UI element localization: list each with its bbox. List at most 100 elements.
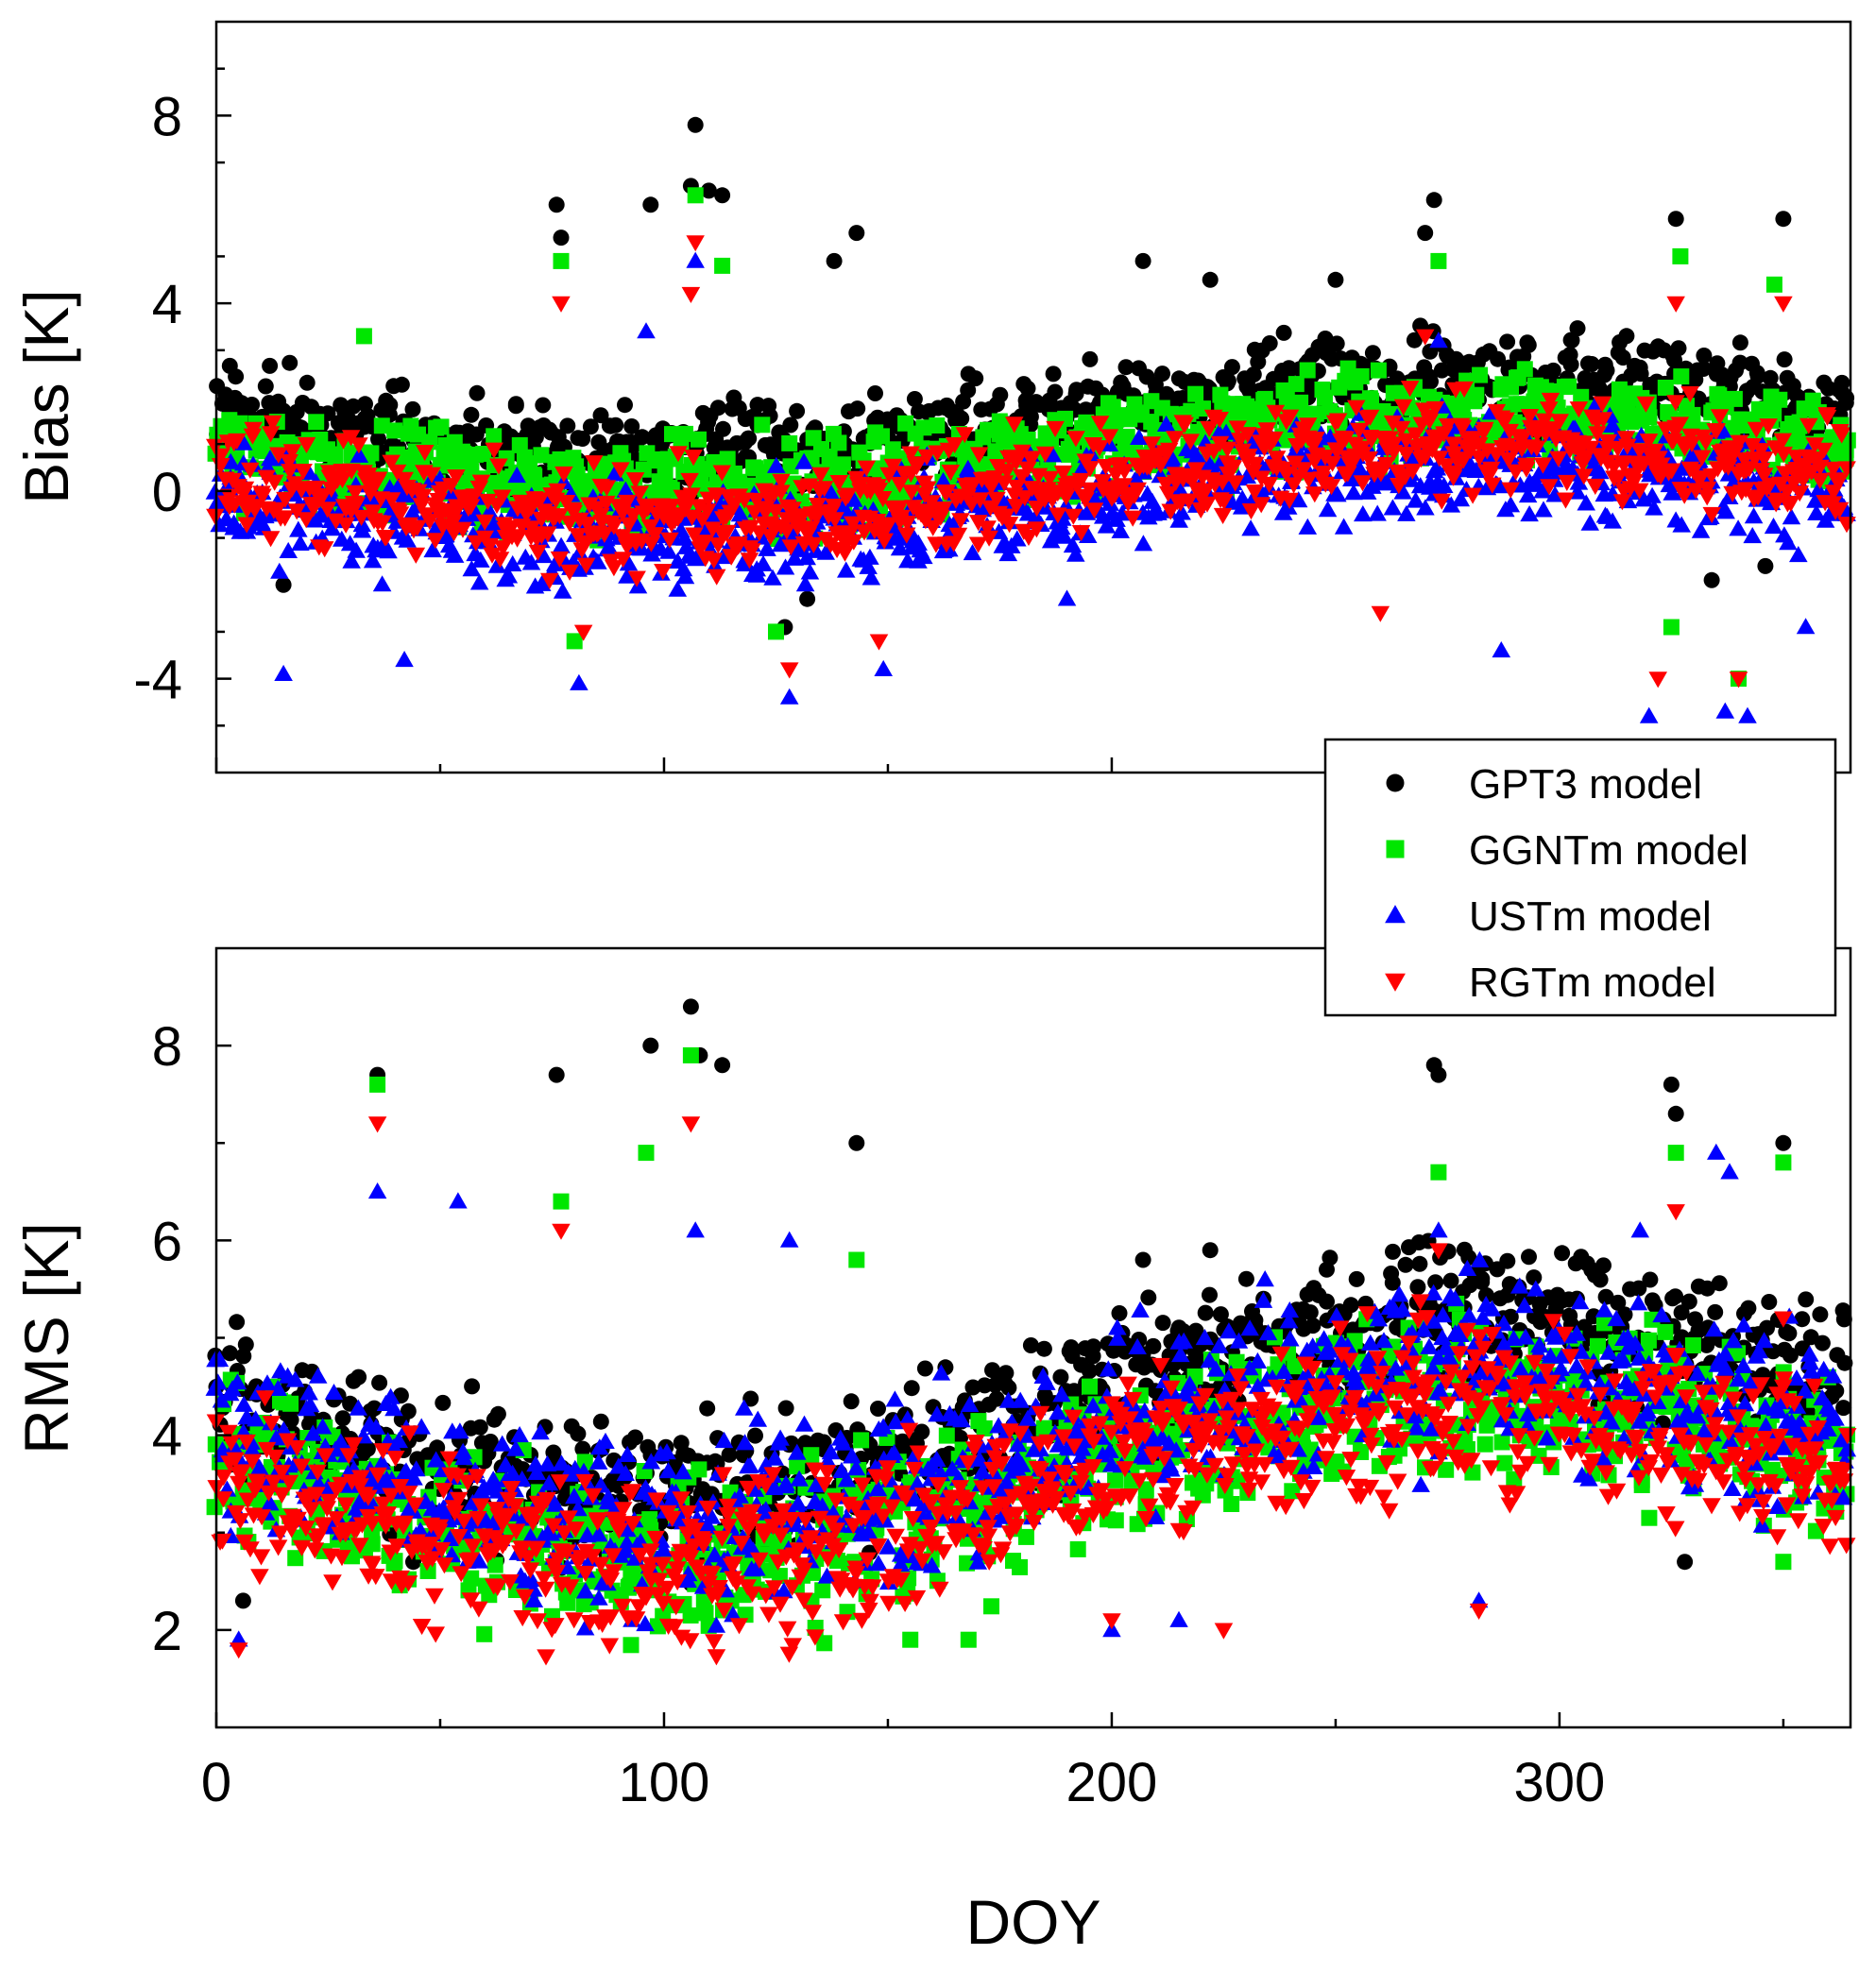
point-ggntm	[1765, 276, 1782, 293]
point-ggntm	[691, 1461, 708, 1478]
point-gpt3	[1562, 356, 1579, 373]
point-gpt3	[281, 354, 298, 371]
point-ggntm	[1187, 385, 1204, 402]
point-gpt3	[1614, 349, 1631, 366]
point-gpt3	[843, 1393, 860, 1410]
point-gpt3	[1812, 1306, 1829, 1323]
point-gpt3	[1145, 1337, 1162, 1354]
point-gpt3	[848, 1134, 865, 1151]
point-gpt3	[507, 398, 524, 415]
point-gpt3	[1757, 557, 1774, 574]
point-gpt3	[1022, 408, 1039, 425]
point-gpt3	[998, 1365, 1015, 1382]
point-gpt3	[1327, 271, 1344, 288]
point-ggntm	[714, 257, 731, 274]
point-ggntm	[1672, 247, 1689, 264]
point-ggntm	[1657, 380, 1674, 396]
point-gpt3	[1814, 1334, 1831, 1352]
point-gpt3	[1154, 1315, 1171, 1332]
point-gpt3	[298, 374, 316, 391]
point-ggntm	[929, 417, 946, 434]
point-gpt3	[607, 416, 624, 434]
point-gpt3	[1642, 1271, 1659, 1288]
point-gpt3	[1520, 336, 1537, 353]
point-gpt3	[1731, 334, 1748, 351]
point-ggntm	[566, 633, 583, 650]
point-gpt3	[1111, 1305, 1128, 1321]
point-gpt3	[234, 1592, 251, 1609]
point-gpt3	[592, 407, 609, 424]
point-ggntm	[553, 252, 570, 269]
point-gpt3	[1202, 1286, 1218, 1303]
point-gpt3	[906, 391, 923, 407]
point-gpt3	[1677, 1554, 1694, 1571]
point-gpt3	[1047, 383, 1064, 400]
point-gpt3	[967, 370, 984, 387]
point-gpt3	[1305, 1318, 1322, 1334]
point-gpt3	[1794, 1311, 1811, 1328]
point-gpt3	[777, 1400, 794, 1417]
point-gpt3	[1703, 571, 1720, 588]
point-gpt3	[709, 400, 726, 416]
point-gpt3	[464, 1378, 481, 1395]
point-ggntm	[1466, 393, 1483, 410]
point-gpt3	[350, 1368, 367, 1386]
point-ggntm	[848, 1251, 865, 1268]
point-ggntm	[511, 436, 528, 453]
point-gpt3	[799, 590, 816, 607]
point-gpt3	[1798, 1291, 1815, 1308]
point-ggntm	[1516, 361, 1533, 378]
point-gpt3	[1409, 1279, 1426, 1296]
point-gpt3	[617, 397, 633, 414]
point-gpt3	[548, 196, 565, 213]
point-ggntm	[308, 414, 325, 431]
point-gpt3	[1140, 1289, 1157, 1306]
point-ggntm	[1611, 381, 1628, 398]
point-ggntm	[622, 1637, 640, 1654]
point-ggntm	[565, 450, 582, 467]
point-gpt3	[867, 385, 883, 401]
point-gpt3	[1554, 1245, 1571, 1262]
point-gpt3	[1202, 1242, 1219, 1259]
point-ggntm	[1663, 619, 1680, 636]
point-gpt3	[1397, 1256, 1414, 1273]
point-gpt3	[1154, 366, 1170, 382]
point-gpt3	[1731, 354, 1748, 371]
point-gpt3	[1019, 380, 1036, 397]
point-gpt3	[687, 116, 704, 133]
point-ggntm	[1472, 366, 1489, 383]
point-gpt3	[1423, 373, 1439, 390]
point-gpt3	[1261, 335, 1278, 351]
point-gpt3	[1695, 361, 1712, 377]
point-ggntm	[1370, 362, 1387, 379]
point-gpt3	[714, 187, 731, 204]
point-gpt3	[1322, 1250, 1339, 1266]
y-tick-label: -4	[133, 650, 182, 711]
point-gpt3	[1490, 350, 1507, 367]
point-gpt3	[1670, 340, 1687, 357]
point-ggntm	[853, 1432, 870, 1449]
point-gpt3	[782, 416, 799, 434]
point-ggntm	[1641, 409, 1658, 426]
bias-y-axis-label: Bias [K]	[11, 289, 81, 503]
point-gpt3	[1667, 1288, 1684, 1305]
point-gpt3	[1562, 332, 1579, 348]
point-ggntm	[1299, 362, 1316, 379]
point-gpt3	[1223, 359, 1240, 376]
point-gpt3	[960, 382, 977, 399]
point-ggntm	[386, 422, 403, 439]
point-gpt3	[229, 1314, 246, 1331]
point-gpt3	[1499, 1252, 1516, 1269]
point-gpt3	[393, 376, 410, 393]
point-gpt3	[849, 400, 866, 417]
point-ggntm	[1430, 252, 1447, 269]
point-gpt3	[570, 1425, 587, 1442]
point-gpt3	[1521, 1249, 1537, 1266]
point-ggntm	[687, 187, 704, 204]
point-ggntm	[476, 1625, 493, 1642]
point-gpt3	[1778, 1323, 1795, 1340]
point-gpt3	[1595, 1257, 1612, 1274]
point-ggntm	[803, 1447, 820, 1464]
point-gpt3	[700, 182, 717, 199]
point-gpt3	[789, 402, 806, 419]
